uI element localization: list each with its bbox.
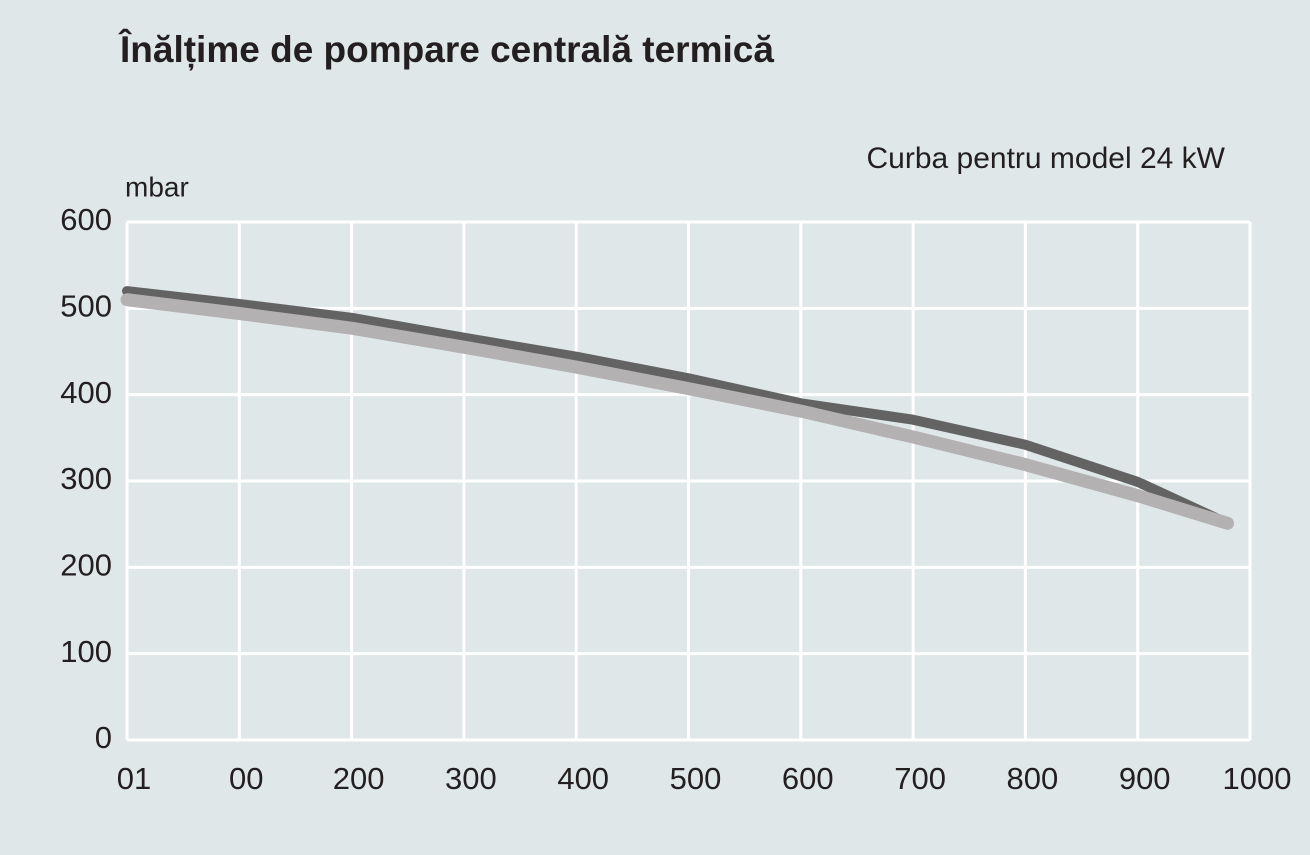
x-tick-label: 1000 [1223,761,1292,796]
chart-title: Înălțime de pompare centrală termică [118,28,774,71]
x-tick-label: 200 [333,761,385,796]
y-tick-label: 500 [60,289,112,324]
y-tick-label: 600 [60,202,112,237]
x-tick-label: 700 [894,761,946,796]
x-tick-label: 900 [1119,761,1171,796]
x-tick-label: 300 [445,761,497,796]
y-tick-label: 100 [60,634,112,669]
y-tick-label: 200 [60,548,112,583]
y-tick-label: 400 [60,375,112,410]
curve [122,286,1233,529]
curve [120,293,1235,530]
x-tick-label: 01 [117,761,151,796]
y-tick-label: 0 [95,720,112,755]
y-axis-label: mbar [125,171,189,202]
x-tick-label: 400 [557,761,609,796]
y-tick-label: 300 [60,461,112,496]
x-tick-label: 00 [229,761,263,796]
x-tick-label: 800 [1007,761,1059,796]
x-tick-label: 500 [670,761,722,796]
x-tick-label: 600 [782,761,834,796]
chart-subtitle: Curba pentru model 24 kW [866,142,1225,175]
